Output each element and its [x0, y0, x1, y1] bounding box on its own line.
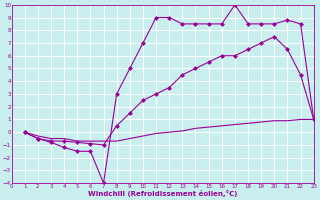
X-axis label: Windchill (Refroidissement éolien,°C): Windchill (Refroidissement éolien,°C)	[88, 190, 237, 197]
